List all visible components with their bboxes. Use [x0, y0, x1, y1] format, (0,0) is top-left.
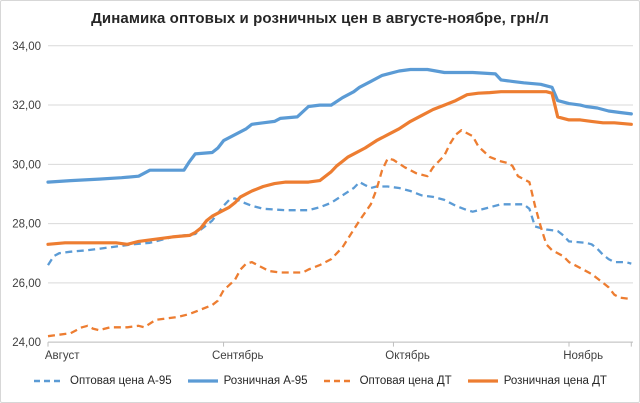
y-tick-label: 32,00	[12, 100, 41, 112]
series-line-2	[46, 67, 633, 184]
y-tick-label: 34,00	[12, 41, 41, 53]
x-tick-label: Сентябрь	[212, 350, 264, 362]
legend-item-1: Оптовая цена А-95	[33, 375, 172, 387]
legend-label: Розничная цена ДТ	[503, 375, 607, 387]
dashed-line-swatch	[34, 379, 65, 383]
chart-title: Динамика оптовых и розничных цен в авгус…	[91, 10, 549, 27]
legend-label: Розничная А-95	[223, 375, 308, 387]
x-tick-label: Август	[45, 350, 80, 362]
series-line-4	[46, 90, 633, 246]
y-tick-label: 28,00	[12, 219, 41, 231]
chart-legend: Оптовая цена А-95 Розничная А-95 Оптовая ц…	[1, 375, 639, 387]
legend-item-4: Розничная цена ДТ	[467, 375, 607, 387]
series-line-3	[47, 129, 632, 338]
y-tick-label: 24,00	[12, 337, 41, 349]
dashed-line-swatch	[323, 379, 354, 383]
x-tick-label: Ноябрь	[563, 350, 603, 362]
legend-item-2: Розничная А-95	[187, 375, 308, 387]
solid-line-swatch	[467, 379, 498, 383]
x-tick-label: Октябрь	[385, 350, 430, 362]
solid-line-swatch	[187, 379, 218, 383]
legend-label: Оптовая цена ДТ	[359, 375, 452, 387]
y-tick-label: 26,00	[12, 278, 41, 290]
legend-item-3: Оптовая цена ДТ	[323, 375, 452, 387]
y-tick-label: 30,00	[12, 159, 41, 171]
legend-label: Оптовая цена А-95	[70, 375, 172, 387]
